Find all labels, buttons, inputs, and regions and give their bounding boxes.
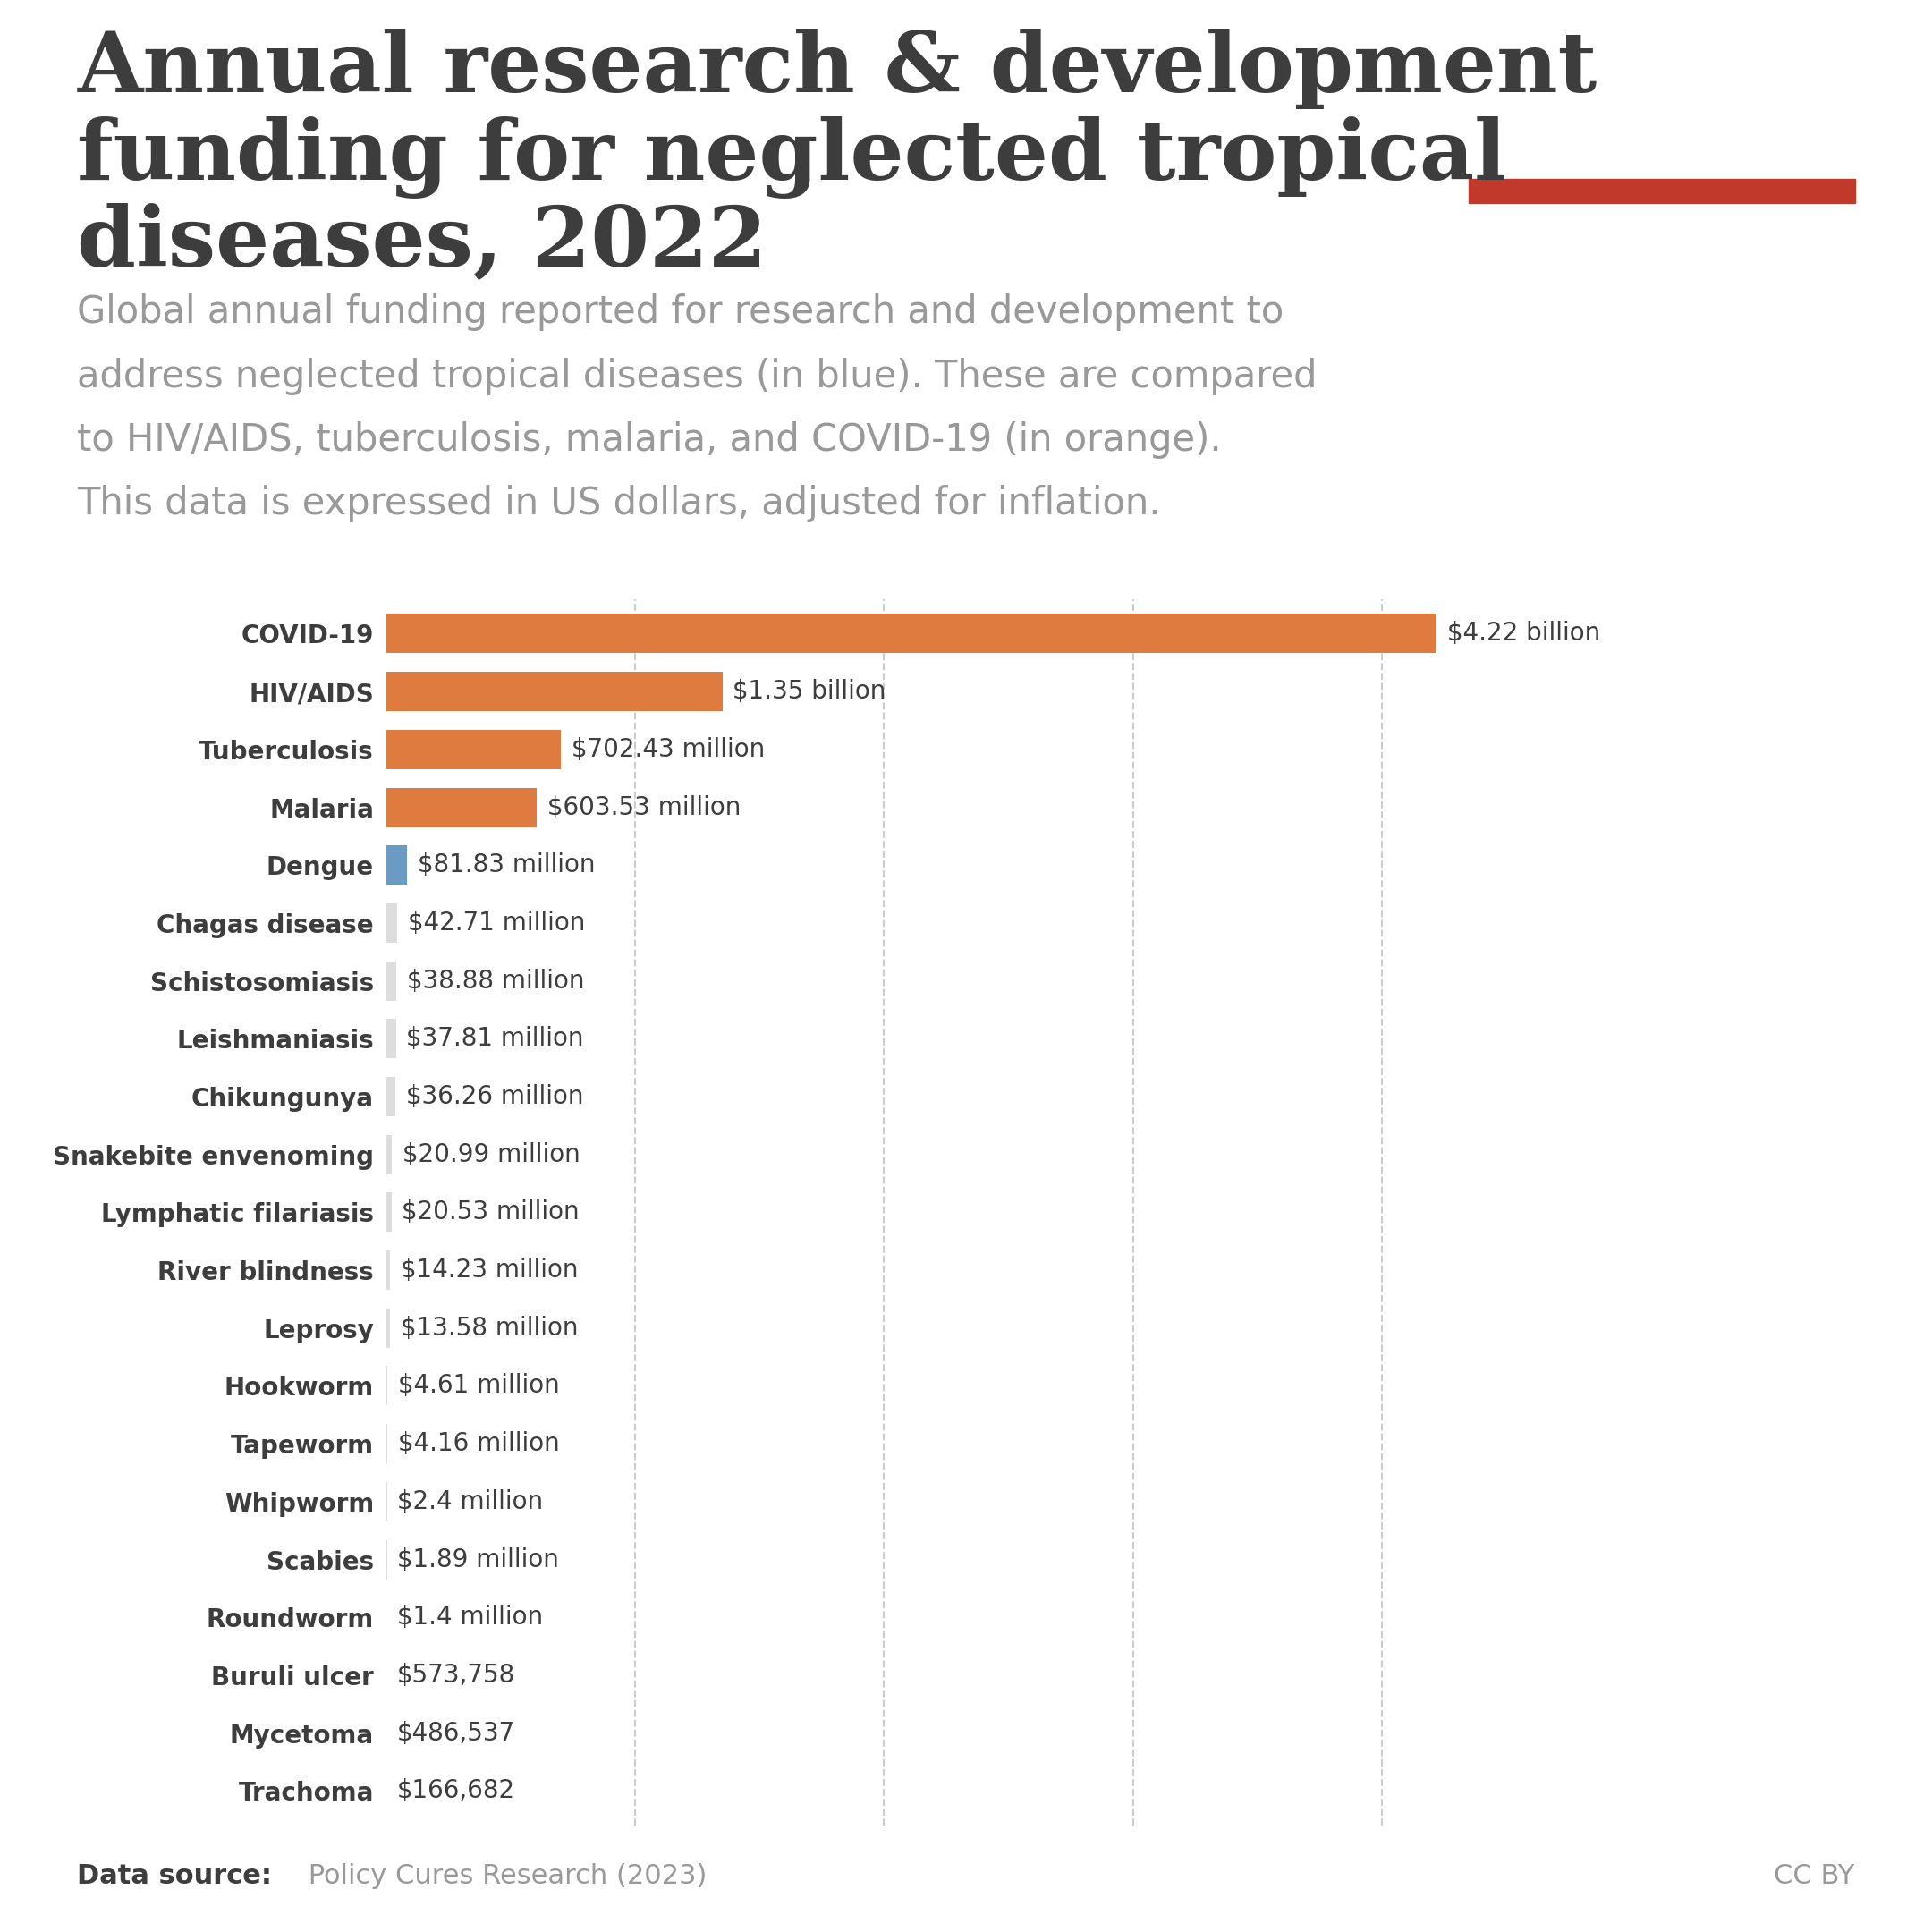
- Bar: [1468, 178, 1855, 203]
- Text: $81.83 million: $81.83 million: [417, 852, 595, 877]
- Text: $13.58 million: $13.58 million: [400, 1316, 578, 1341]
- Bar: [386, 904, 398, 943]
- Text: CC BY: CC BY: [1774, 1864, 1855, 1889]
- Bar: [386, 788, 537, 827]
- Text: $38.88 million: $38.88 million: [406, 968, 583, 993]
- Text: $36.26 million: $36.26 million: [406, 1084, 583, 1109]
- Text: $4.16 million: $4.16 million: [398, 1432, 560, 1457]
- Text: Policy Cures Research (2023): Policy Cures Research (2023): [299, 1864, 707, 1889]
- Text: $42.71 million: $42.71 million: [408, 910, 585, 935]
- Text: $20.99 million: $20.99 million: [402, 1142, 580, 1167]
- Text: $166,682: $166,682: [396, 1779, 516, 1804]
- Text: $37.81 million: $37.81 million: [406, 1026, 583, 1051]
- Text: $14.23 million: $14.23 million: [400, 1258, 578, 1283]
- Bar: [386, 1192, 392, 1233]
- Bar: [386, 672, 723, 711]
- Bar: [386, 962, 396, 1001]
- Bar: [386, 1250, 390, 1291]
- Bar: [386, 1018, 396, 1059]
- Text: This data is expressed in US dollars, adjusted for inflation.: This data is expressed in US dollars, ad…: [77, 485, 1161, 522]
- Text: $2.4 million: $2.4 million: [398, 1490, 543, 1515]
- Text: $573,758: $573,758: [398, 1663, 516, 1689]
- Text: address neglected tropical diseases (in blue). These are compared: address neglected tropical diseases (in …: [77, 357, 1318, 394]
- Text: Global annual funding reported for research and development to: Global annual funding reported for resea…: [77, 294, 1285, 330]
- Bar: [386, 1134, 392, 1175]
- Text: $1.4 million: $1.4 million: [398, 1605, 543, 1631]
- Text: funding for neglected tropical: funding for neglected tropical: [77, 116, 1507, 199]
- Bar: [386, 1308, 390, 1349]
- Text: $486,537: $486,537: [396, 1721, 516, 1747]
- Text: $1.35 billion: $1.35 billion: [732, 678, 887, 703]
- Bar: [386, 1076, 396, 1117]
- Text: to HIV/AIDS, tuberculosis, malaria, and COVID-19 (in orange).: to HIV/AIDS, tuberculosis, malaria, and …: [77, 421, 1221, 458]
- Text: Our World: Our World: [1577, 64, 1747, 93]
- Text: $4.22 billion: $4.22 billion: [1447, 620, 1600, 645]
- Bar: [386, 846, 408, 885]
- Text: $702.43 million: $702.43 million: [572, 736, 765, 761]
- Text: $4.61 million: $4.61 million: [398, 1374, 560, 1399]
- Bar: [386, 730, 560, 769]
- Text: Data source:: Data source:: [77, 1864, 272, 1889]
- Text: diseases, 2022: diseases, 2022: [77, 203, 767, 284]
- Text: in Data: in Data: [1602, 118, 1721, 149]
- Text: $1.89 million: $1.89 million: [398, 1548, 558, 1573]
- Text: $20.53 million: $20.53 million: [402, 1200, 580, 1225]
- Bar: [386, 614, 1435, 653]
- Text: Annual research & development: Annual research & development: [77, 29, 1598, 110]
- Text: $603.53 million: $603.53 million: [547, 794, 740, 819]
